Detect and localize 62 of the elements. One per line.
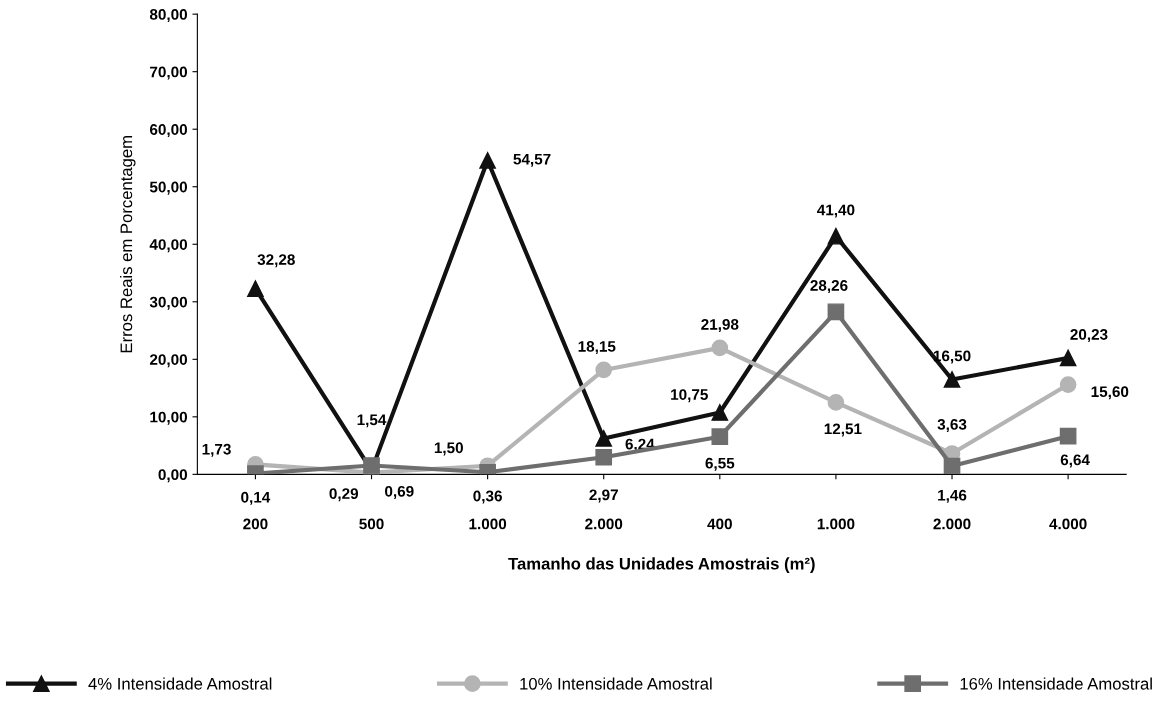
point bbox=[479, 152, 496, 169]
data-label: 15,60 bbox=[1091, 386, 1129, 400]
data-label: 0,36 bbox=[473, 490, 502, 504]
y-tick-label: 10,00 bbox=[150, 411, 188, 425]
data-label: 6,64 bbox=[1060, 454, 1090, 468]
point bbox=[827, 303, 845, 321]
point bbox=[595, 430, 613, 447]
point bbox=[1059, 376, 1077, 393]
data-label: 1,46 bbox=[938, 489, 967, 503]
y-tick-label: 70,00 bbox=[150, 66, 188, 80]
x-tick-label: 500 bbox=[359, 518, 384, 530]
x-tick-label: 1.000 bbox=[469, 518, 507, 530]
data-label: 12,51 bbox=[824, 423, 862, 437]
point bbox=[1059, 427, 1077, 445]
legend-label: 16% Intensidade Amostral bbox=[960, 677, 1152, 690]
legend-label: 10% Intensidade Amostral bbox=[520, 677, 712, 690]
point bbox=[711, 339, 729, 357]
point bbox=[247, 280, 264, 298]
x-axis-title: Tamanho das Unidades Amostrais (m²) bbox=[508, 557, 815, 573]
y-tick-label: 20,00 bbox=[149, 354, 188, 368]
point bbox=[827, 227, 845, 245]
data-label: 10,75 bbox=[671, 389, 708, 403]
y-tick-label: 50,00 bbox=[149, 181, 188, 195]
data-label: 54,57 bbox=[513, 153, 551, 167]
data-label: 0,14 bbox=[241, 491, 271, 505]
data-label: 18,15 bbox=[578, 341, 616, 355]
y-tick-label: 0,00 bbox=[158, 469, 188, 483]
y-tick-label: 60,00 bbox=[149, 124, 188, 138]
point bbox=[1059, 349, 1077, 367]
data-label: 28,26 bbox=[810, 280, 848, 294]
x-tick-label: 1.000 bbox=[817, 518, 855, 530]
point bbox=[943, 371, 961, 388]
data-label: 6,55 bbox=[705, 457, 735, 471]
point bbox=[363, 457, 380, 474]
point bbox=[595, 361, 613, 379]
point bbox=[711, 428, 729, 446]
data-label: 2,97 bbox=[589, 489, 618, 503]
data-label: 32,28 bbox=[257, 254, 295, 268]
x-tick-label: 2.000 bbox=[585, 518, 623, 530]
x-tick-label: 200 bbox=[243, 518, 268, 530]
data-label: 1,50 bbox=[434, 442, 463, 456]
x-tick-label: 4.000 bbox=[1049, 518, 1087, 530]
data-label: 0,29 bbox=[329, 488, 359, 502]
point bbox=[943, 457, 961, 475]
x-tick-label: 400 bbox=[707, 518, 732, 530]
data-label: 41,40 bbox=[817, 204, 855, 218]
data-label: 1,73 bbox=[202, 443, 231, 457]
point bbox=[595, 448, 613, 466]
point bbox=[711, 404, 729, 421]
y-tick-label: 80,00 bbox=[149, 9, 188, 23]
data-label: 1,54 bbox=[357, 414, 387, 428]
x-tick-label: 2.000 bbox=[933, 518, 971, 530]
point bbox=[827, 394, 845, 411]
data-label: 0,69 bbox=[385, 485, 414, 499]
y-axis-title: Erros Reais em Porcentagem bbox=[119, 136, 136, 353]
legend-label: 4% Intensidade Amostral bbox=[88, 677, 272, 690]
data-label: 21,98 bbox=[701, 318, 739, 333]
y-tick-label: 30,00 bbox=[149, 296, 188, 310]
data-label: 20,23 bbox=[1070, 329, 1108, 343]
data-label: 3,63 bbox=[937, 418, 967, 433]
y-tick-label: 40,00 bbox=[149, 239, 188, 253]
data-label: 16,50 bbox=[933, 350, 971, 364]
